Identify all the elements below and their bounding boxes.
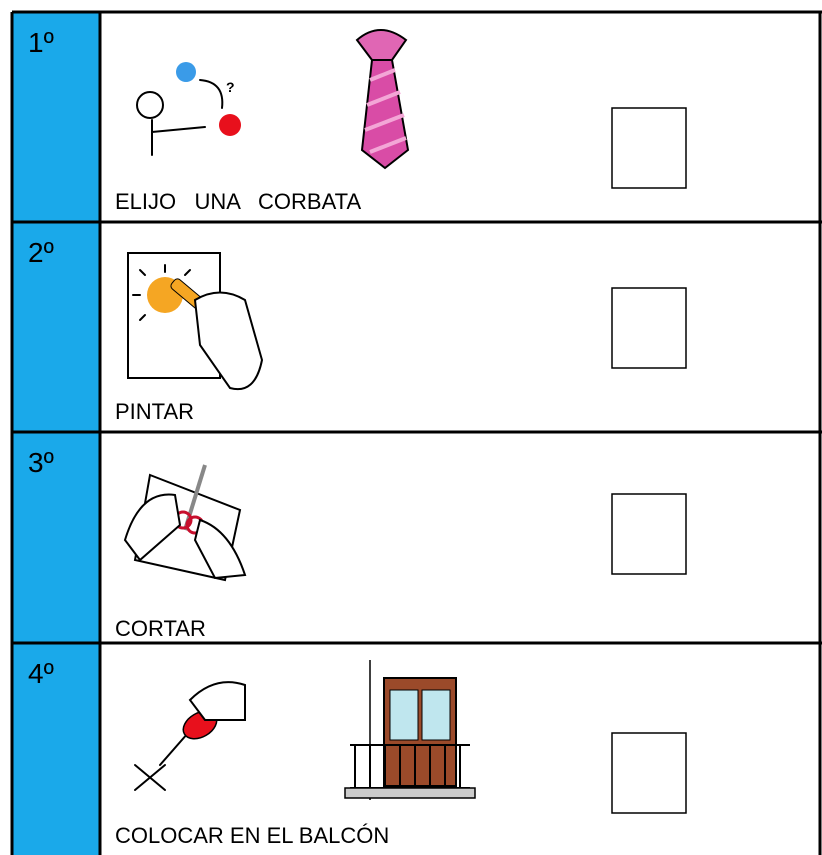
paint-icon xyxy=(127,252,264,391)
row-caption: PINTAR xyxy=(115,399,194,424)
checkbox[interactable] xyxy=(611,107,687,189)
row-number: 3º xyxy=(28,447,54,478)
cut-icon xyxy=(123,464,247,582)
tie-icon xyxy=(355,29,410,170)
row-caption: ELIJO UNA CORBATA xyxy=(115,189,361,214)
table-borders xyxy=(10,10,822,855)
checkbox[interactable] xyxy=(611,732,687,814)
row-caption: CORTAR xyxy=(115,616,206,641)
checkboxes xyxy=(611,107,687,814)
balcony-icon xyxy=(344,660,476,800)
row-number: 4º xyxy=(28,658,54,689)
row-caption: COLOCAR EN EL BALCÓN xyxy=(115,823,389,848)
choose-icon: ? xyxy=(136,62,241,156)
checkbox[interactable] xyxy=(611,287,687,369)
row-number: 2º xyxy=(28,237,54,268)
row-number: 1º xyxy=(28,27,54,58)
checkbox[interactable] xyxy=(611,493,687,575)
icon-glyph: ? xyxy=(226,79,235,95)
place-icon xyxy=(134,681,246,791)
